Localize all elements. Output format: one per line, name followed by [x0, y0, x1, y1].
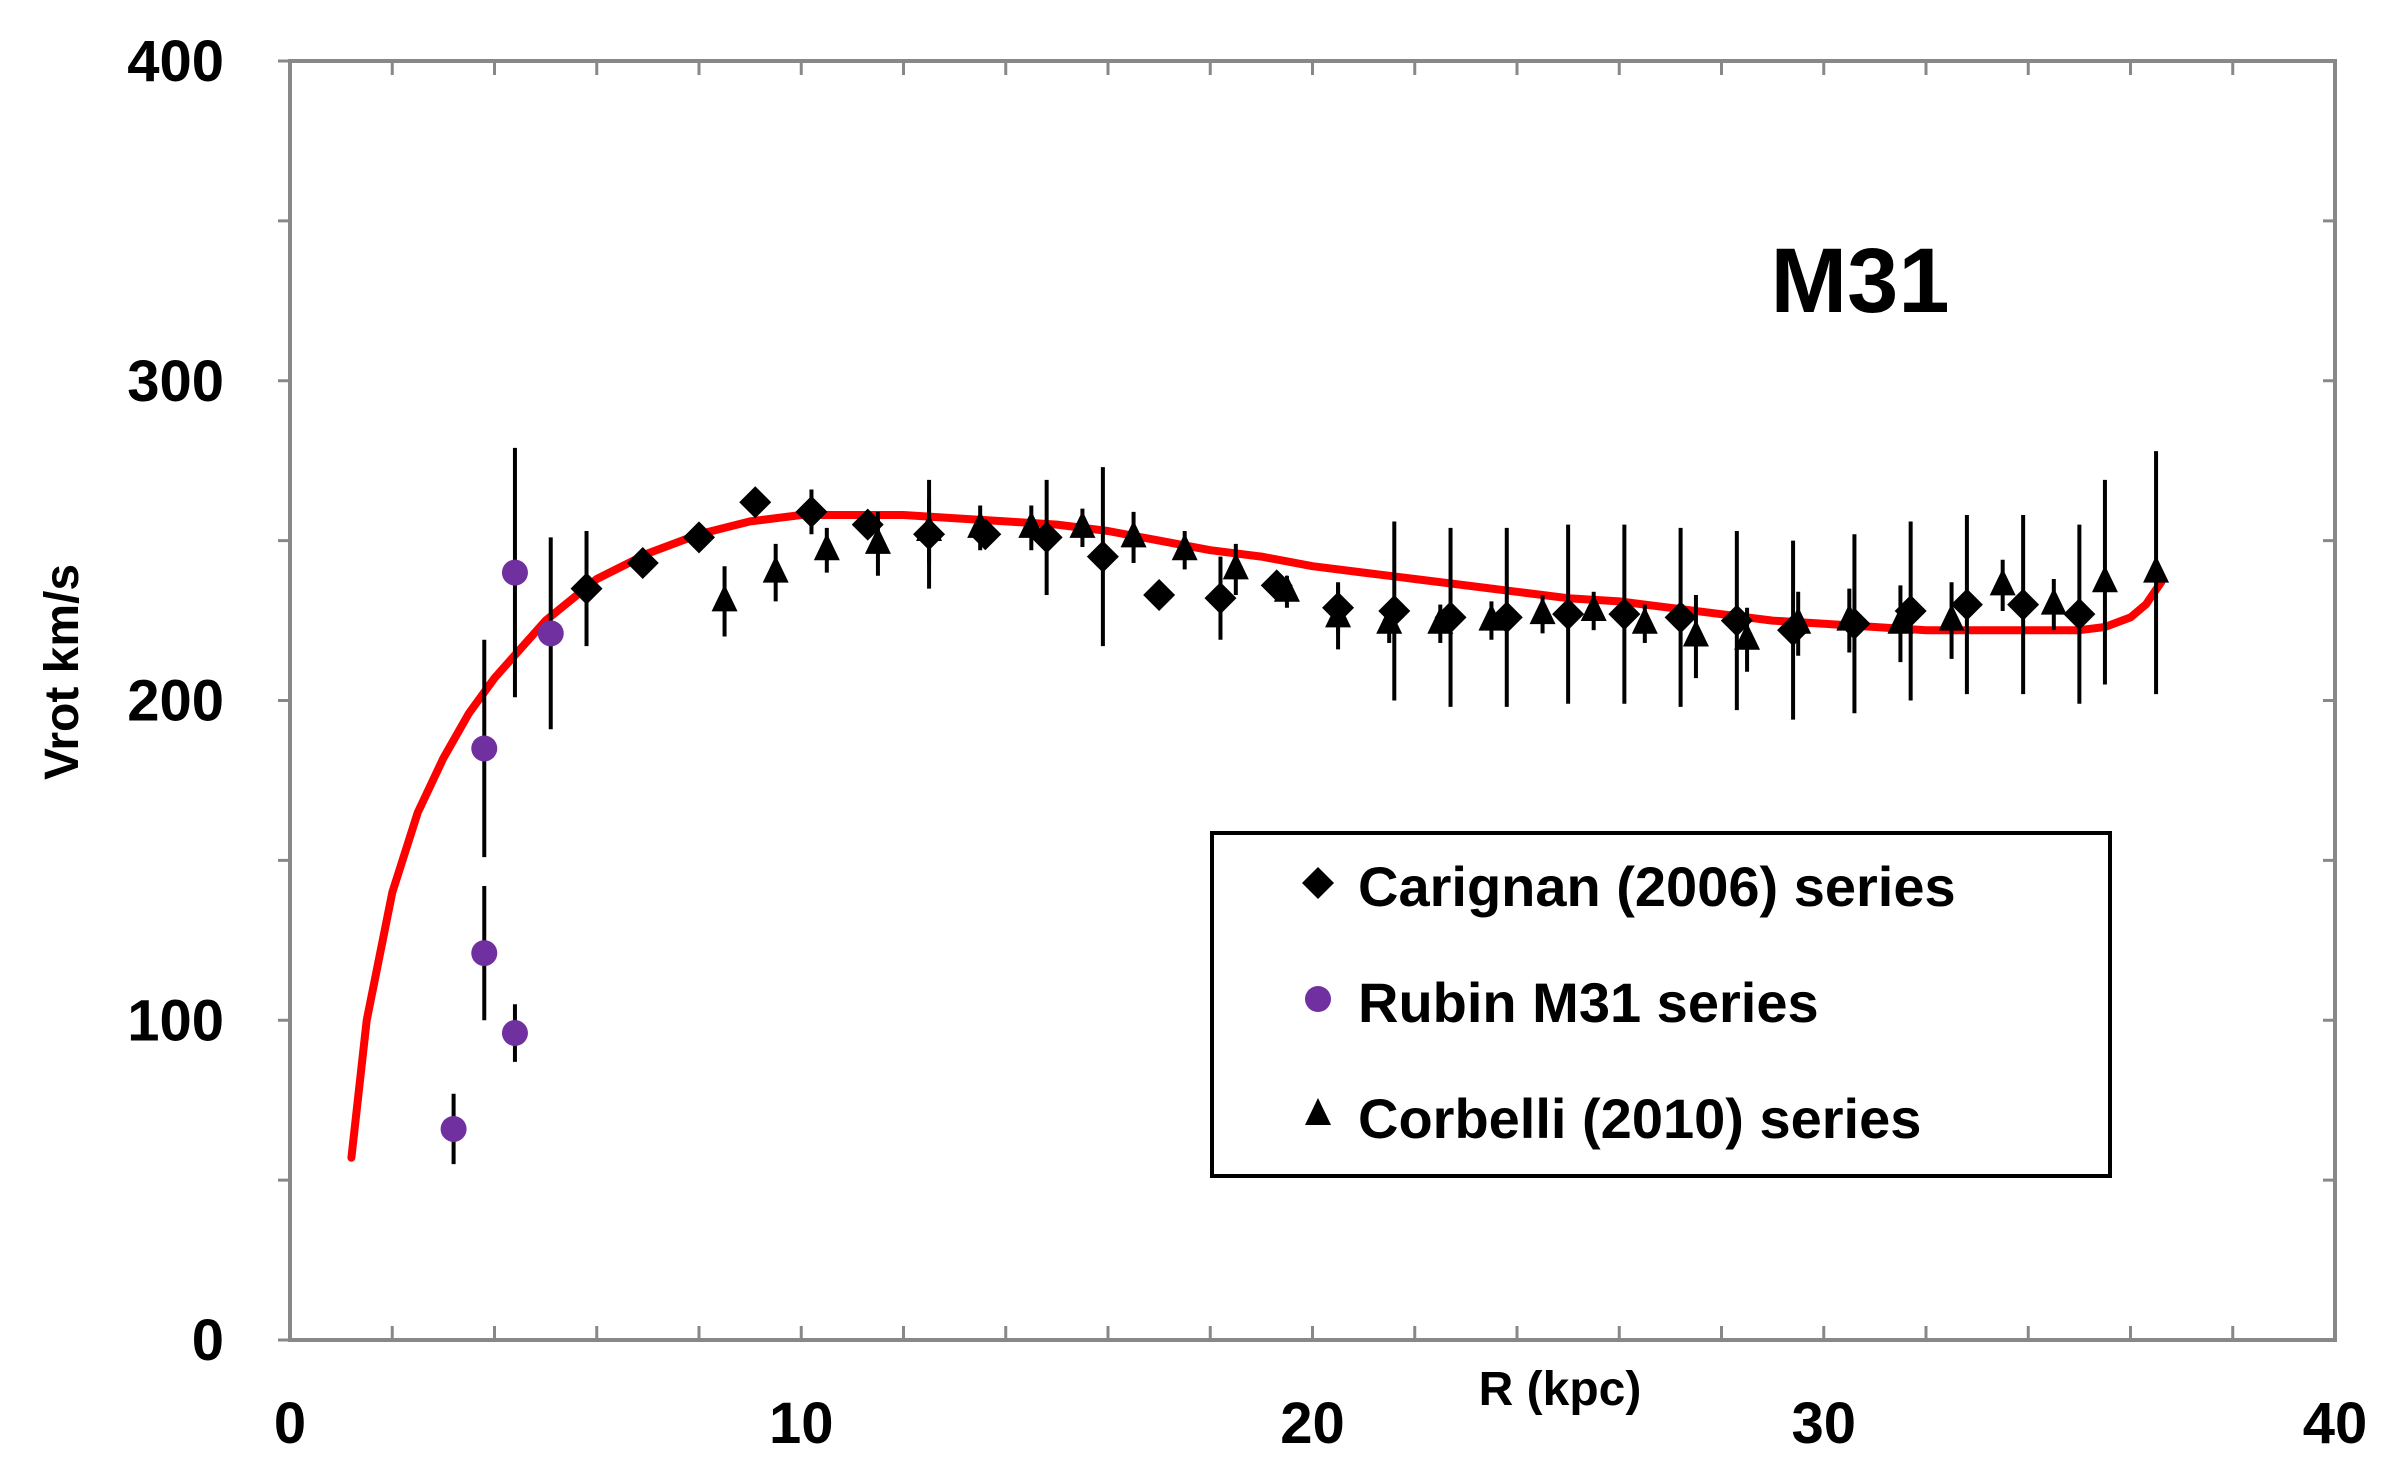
carignan-point — [1664, 601, 1697, 634]
corbelli-point — [1427, 606, 1454, 634]
corbelli-point — [2143, 555, 2170, 583]
corbelli-point — [916, 514, 943, 542]
legend: Carignan (2006) series Rubin M31 series … — [1210, 831, 2112, 1178]
x-tick-label: 10 — [769, 1391, 834, 1456]
corbelli-point — [2040, 587, 2067, 615]
x-tick-label: 30 — [1791, 1391, 1856, 1456]
corbelli-point — [1325, 600, 1352, 628]
corbelli-point — [2091, 565, 2118, 593]
carignan-point — [1552, 598, 1585, 631]
carignan-point — [1204, 582, 1237, 615]
corbelli-point — [1682, 619, 1709, 647]
legend-marker-rubin — [1305, 986, 1331, 1012]
corbelli-point — [1171, 533, 1198, 561]
legend-label-rubin: Rubin M31 series — [1358, 971, 1819, 1034]
corbelli-point — [1273, 574, 1300, 602]
legend-marker-corbelli — [1305, 1098, 1331, 1125]
carignan-point — [1608, 598, 1641, 631]
corbelli-point — [1631, 606, 1658, 634]
carignan-point — [1086, 540, 1119, 573]
carignan-point — [1143, 578, 1176, 611]
corbelli-point — [1376, 606, 1403, 634]
chart-title: M31 — [1771, 230, 1950, 332]
rubin-point — [501, 1020, 528, 1047]
corbelli-point — [762, 555, 789, 583]
carignan-point — [1950, 588, 1983, 621]
carignan-point — [570, 572, 603, 605]
legend-box — [1210, 831, 2112, 1178]
marker-layer — [440, 486, 2170, 1142]
rubin-point — [471, 735, 498, 762]
legend-label-carignan: Carignan (2006) series — [1358, 855, 1956, 918]
rubin-point — [501, 559, 528, 586]
carignan-point — [795, 495, 828, 528]
rubin-point — [440, 1115, 467, 1142]
corbelli-point — [1120, 520, 1147, 548]
x-tick-label: 40 — [2303, 1391, 2368, 1456]
plot-frame — [278, 59, 2337, 1342]
y-tick-label: 300 — [127, 349, 224, 414]
x-tick-label: 20 — [1280, 1391, 1345, 1456]
x-axis-label: R (kpc) — [1479, 1363, 1642, 1416]
y-tick-label: 400 — [127, 29, 224, 94]
corbelli-point — [1938, 603, 1965, 631]
rubin-point — [471, 940, 498, 967]
corbelli-point — [1478, 603, 1505, 631]
carignan-point — [683, 521, 715, 554]
carignan-point — [739, 486, 772, 519]
corbelli-point — [1836, 603, 1863, 631]
legend-label-corbelli: Corbelli (2010) series — [1358, 1087, 1921, 1150]
corbelli-point — [1018, 510, 1045, 538]
carignan-point — [2007, 588, 2040, 621]
corbelli-point — [813, 533, 840, 561]
legend-marker-carignan — [1302, 867, 1334, 899]
corbelli-point — [1785, 606, 1812, 634]
corbelli-point — [1887, 606, 1914, 634]
corbelli-point — [1989, 568, 2016, 596]
corbelli-point — [711, 584, 738, 612]
corbelli-point — [864, 526, 891, 554]
y-tick-label: 100 — [127, 988, 224, 1053]
legend-symbols — [1302, 867, 1334, 1125]
corbelli-point — [967, 510, 994, 538]
y-tick-label: 0 — [192, 1308, 224, 1373]
y-axis-label: Vrot km/s — [36, 564, 89, 780]
rubin-point — [537, 620, 564, 647]
corbelli-point — [1734, 622, 1761, 650]
carignan-point — [626, 547, 659, 580]
x-tick-label: 0 — [274, 1391, 306, 1456]
corbelli-point — [1222, 552, 1249, 580]
corbelli-point — [1529, 597, 1556, 625]
y-tick-label: 200 — [127, 669, 224, 734]
carignan-point — [2063, 598, 2096, 631]
corbelli-point — [1069, 510, 1096, 538]
corbelli-point — [1580, 593, 1607, 621]
